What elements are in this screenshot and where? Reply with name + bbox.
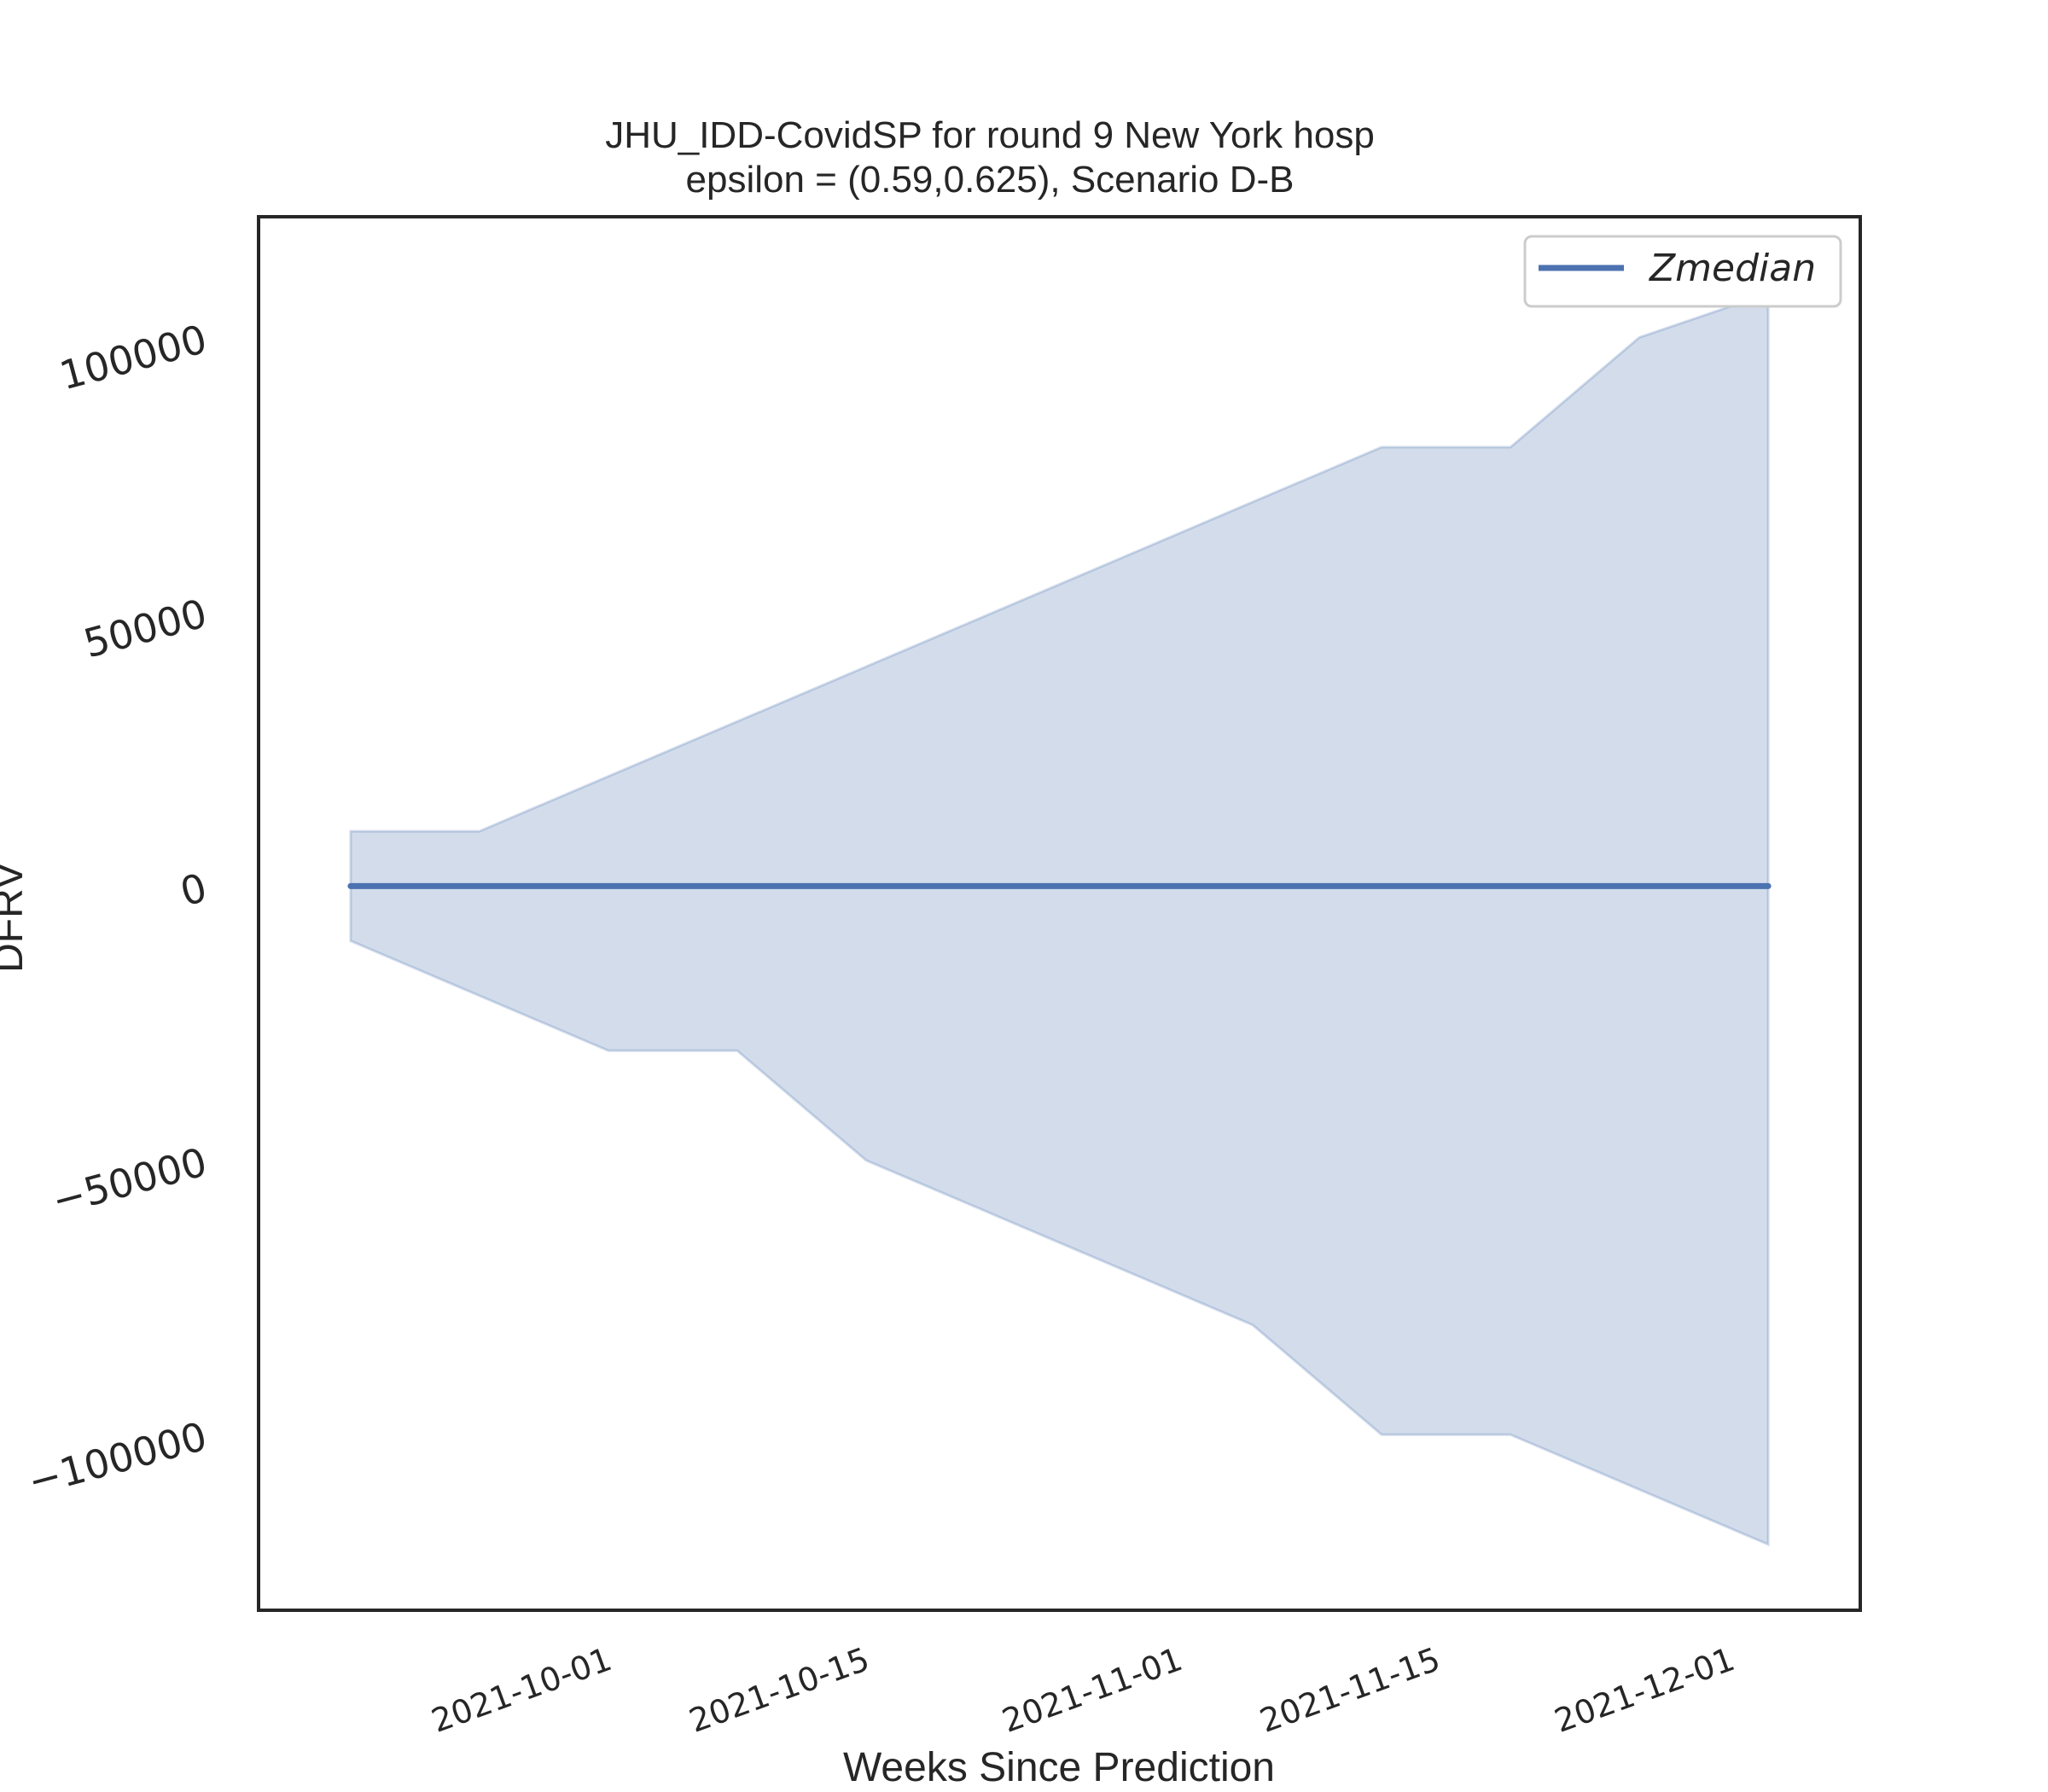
y-tick-label: 0 xyxy=(176,864,212,916)
x-tick-label: 2021-11-01 xyxy=(998,1640,1188,1740)
y-tick-label: 50000 xyxy=(79,590,212,666)
axes-frame xyxy=(257,215,1862,1612)
x-axis-label: Weeks Since Prediction xyxy=(843,1745,1275,1790)
y-tick-label: −50000 xyxy=(47,1138,212,1224)
x-tick-label: 2021-11-15 xyxy=(1255,1640,1446,1740)
legend-box xyxy=(1523,235,1842,308)
y-tick-labels: −100000 −50000 0 50000 100000 xyxy=(23,316,212,1504)
x-tick-label: 2021-10-15 xyxy=(684,1640,875,1740)
x-tick-label: 2021-12-01 xyxy=(1550,1640,1740,1740)
y-tick-label: −100000 xyxy=(23,1413,212,1505)
legend: Zmedian xyxy=(1523,235,1842,308)
confidence-band xyxy=(349,291,1770,1547)
y-axis-label: DFRV xyxy=(0,862,32,973)
x-tick-label: 2021-10-01 xyxy=(427,1640,617,1740)
plot-area xyxy=(347,291,1772,1547)
x-tick-labels: 2021-10-01 2021-10-15 2021-11-01 2021-11-15… xyxy=(427,1640,1740,1740)
chart-title: JHU_IDD-CovidSP for round 9 New York hos… xyxy=(605,114,1375,156)
y-tick-label: 100000 xyxy=(55,316,212,399)
legend-label-zmedian: Zmedian xyxy=(1649,247,1816,290)
chart-subtitle: epsilon = (0.59,0.625), Scenario D-B xyxy=(686,159,1295,201)
